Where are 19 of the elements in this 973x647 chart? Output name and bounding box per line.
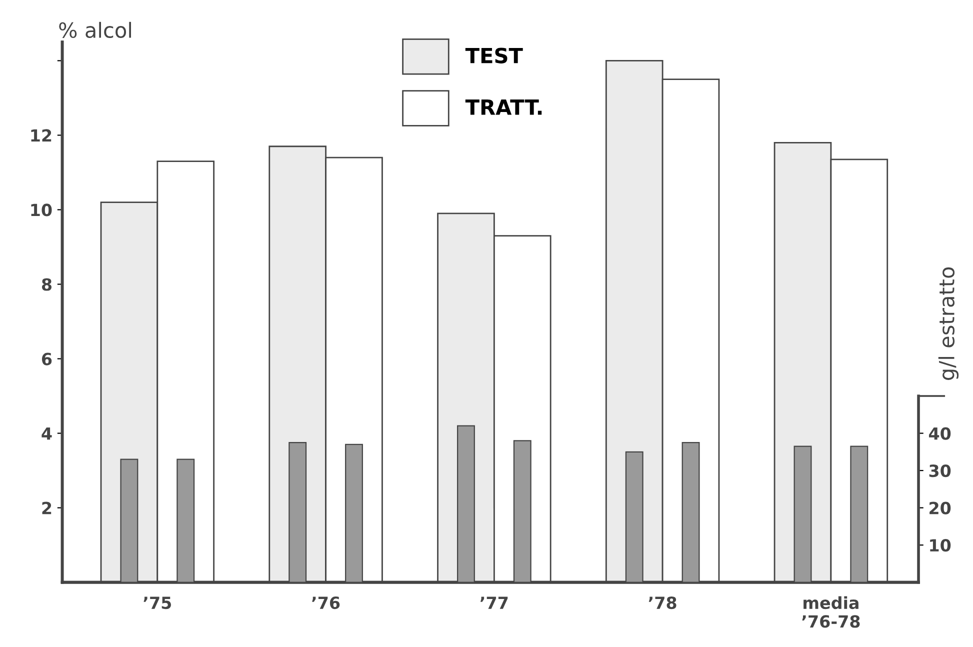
legend-label: TEST — [465, 48, 523, 64]
x-tick-label: ’77 — [480, 596, 508, 609]
x-tick-label: media ’76-78 — [802, 596, 860, 628]
y2-tick-label: 20 — [930, 502, 951, 514]
x-tick-label: ’75 — [144, 596, 172, 610]
y-tick-label: 6 — [42, 352, 52, 366]
y-tick-label: 10 — [31, 204, 52, 216]
y-tick-label: 12 — [31, 129, 52, 142]
y-tick-label: 4 — [42, 427, 52, 440]
legend-label: TRATT. — [465, 100, 542, 115]
y-tick-label: 8 — [42, 278, 52, 291]
y2-tick-label: 30 — [929, 464, 951, 478]
y-axis-title: % alcol — [59, 22, 131, 38]
y2-axis-title: g/l estratto — [938, 267, 959, 380]
y2-tick-label: 40 — [928, 427, 951, 440]
y-tick-label: 2 — [42, 502, 52, 514]
x-tick-label: ’78 — [648, 596, 676, 610]
x-tick-label: ’76 — [312, 596, 340, 610]
y2-tick-label: 10 — [930, 539, 951, 552]
